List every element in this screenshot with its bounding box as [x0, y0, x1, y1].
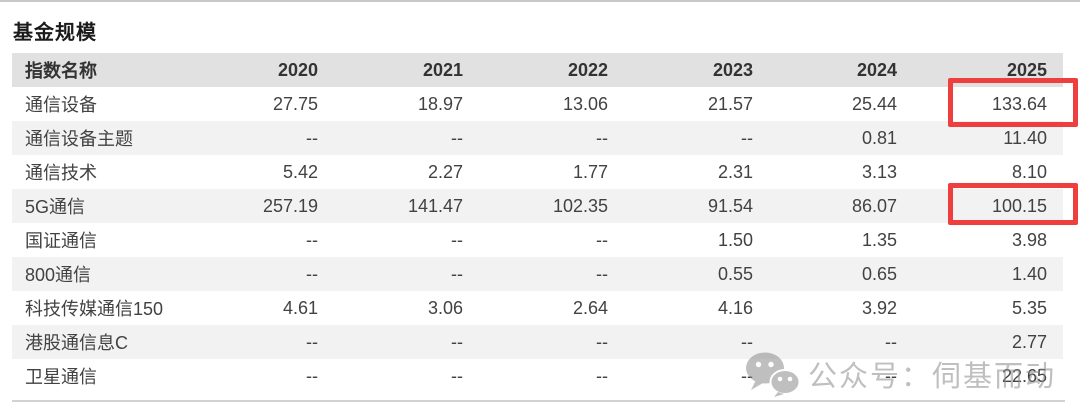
- value-cell: 13.06: [562, 93, 608, 114]
- value-cell: 133.64: [991, 93, 1047, 114]
- column-header-2022: 2022: [479, 53, 624, 87]
- value-cell: --: [624, 325, 769, 359]
- value-cell: --: [596, 365, 608, 386]
- value-cell: 4.61: [282, 297, 318, 318]
- table-row: 卫星通信 -- -- -- -- -- 22.65: [12, 359, 1063, 393]
- value-cell: 86.07: [769, 189, 913, 223]
- value-cell: --: [624, 121, 769, 155]
- value-cell: 3.98: [1011, 229, 1047, 250]
- value-cell: 3.06: [427, 297, 463, 318]
- table-row: 科技传媒通信150 4.61 3.06 2.64 4.16 3.92 5.35: [12, 291, 1063, 325]
- value-cell: 11.40: [913, 121, 1063, 155]
- fund-size-table: 指数名称 2020 2021 2022 2023 2024 2025 通信设备 2…: [12, 53, 1063, 393]
- value-cell: 3.13: [861, 161, 897, 182]
- value-cell: --: [451, 365, 463, 386]
- value-cell: 22.65: [1001, 365, 1047, 386]
- top-divider: [0, 0, 1080, 2]
- value-cell: 100.15: [913, 189, 1063, 223]
- index-name-cell: 通信设备: [25, 95, 97, 115]
- value-cell: --: [479, 325, 624, 359]
- value-cell: 2.77: [913, 325, 1063, 359]
- column-header-index-name: 指数名称: [12, 53, 189, 87]
- index-name-cell: 国证通信: [25, 231, 97, 251]
- column-header-2025: 2025: [913, 53, 1063, 87]
- bottom-divider: [12, 400, 1065, 402]
- value-cell: 27.75: [272, 93, 318, 114]
- table-row: 港股通信息C -- -- -- -- -- 2.77: [12, 325, 1063, 359]
- value-cell: 0.55: [624, 257, 769, 291]
- value-cell: 2.64: [572, 297, 608, 318]
- table-header-row: 指数名称 2020 2021 2022 2023 2024 2025: [12, 53, 1063, 87]
- column-header-2023: 2023: [624, 53, 769, 87]
- value-cell: 4.16: [717, 297, 753, 318]
- value-cell: 1.50: [717, 229, 753, 250]
- table-row: 国证通信 -- -- -- 1.50 1.35 3.98: [12, 223, 1063, 257]
- value-cell: --: [334, 325, 479, 359]
- column-header-2024: 2024: [769, 53, 913, 87]
- value-cell: 2.31: [717, 161, 753, 182]
- value-cell: 0.81: [769, 121, 913, 155]
- table-row: 通信设备 27.75 18.97 13.06 21.57 25.44 133.64: [12, 87, 1063, 121]
- value-cell: --: [334, 121, 479, 155]
- value-cell: --: [306, 365, 318, 386]
- value-cell: 25.44: [851, 93, 897, 114]
- table-row: 通信技术 5.42 2.27 1.77 2.31 3.13 8.10: [12, 155, 1063, 189]
- value-cell: 18.97: [417, 93, 463, 114]
- value-cell: 2.27: [427, 161, 463, 182]
- value-cell: --: [189, 121, 334, 155]
- index-name-cell: 5G通信: [12, 189, 189, 223]
- value-cell: --: [189, 325, 334, 359]
- index-name-cell: 港股通信息C: [12, 325, 189, 359]
- value-cell: 5.35: [1011, 297, 1047, 318]
- value-cell: --: [189, 257, 334, 291]
- value-cell: 3.92: [861, 297, 897, 318]
- value-cell: 1.35: [861, 229, 897, 250]
- value-cell: 141.47: [334, 189, 479, 223]
- table-body: 通信设备 27.75 18.97 13.06 21.57 25.44 133.64 通信设备主…: [12, 87, 1063, 393]
- value-cell: 21.57: [707, 93, 753, 114]
- index-name-cell: 800通信: [12, 257, 189, 291]
- page-title: 基金规模: [13, 22, 97, 44]
- value-cell: --: [885, 365, 897, 386]
- index-name-cell: 卫星通信: [25, 367, 97, 387]
- value-cell: 91.54: [624, 189, 769, 223]
- value-cell: 257.19: [189, 189, 334, 223]
- table-row: 800通信 -- -- -- 0.55 0.65 1.40: [12, 257, 1063, 291]
- value-cell: --: [451, 229, 463, 250]
- column-header-2021: 2021: [334, 53, 479, 87]
- index-name-cell: 通信技术: [25, 163, 97, 183]
- value-cell: --: [334, 257, 479, 291]
- table-row: 通信设备主题 -- -- -- -- 0.81 11.40: [12, 121, 1063, 155]
- value-cell: 1.77: [572, 161, 608, 182]
- value-cell: --: [306, 229, 318, 250]
- value-cell: --: [596, 229, 608, 250]
- value-cell: 0.65: [769, 257, 913, 291]
- index-name-cell: 通信设备主题: [12, 121, 189, 155]
- value-cell: --: [769, 325, 913, 359]
- table-row: 5G通信 257.19 141.47 102.35 91.54 86.07 100.15: [12, 189, 1063, 223]
- value-cell: 1.40: [913, 257, 1063, 291]
- value-cell: --: [479, 257, 624, 291]
- value-cell: --: [741, 365, 753, 386]
- column-header-2020: 2020: [189, 53, 334, 87]
- value-cell: 102.35: [479, 189, 624, 223]
- value-cell: 8.10: [1011, 161, 1047, 182]
- value-cell: --: [479, 121, 624, 155]
- value-cell: 5.42: [282, 161, 318, 182]
- index-name-cell: 科技传媒通信150: [25, 299, 164, 319]
